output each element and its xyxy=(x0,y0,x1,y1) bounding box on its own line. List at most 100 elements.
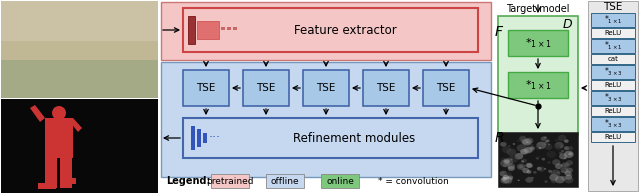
Ellipse shape xyxy=(503,141,505,143)
Bar xyxy=(508,72,568,98)
Text: offline: offline xyxy=(271,177,300,185)
Ellipse shape xyxy=(554,139,559,142)
Bar xyxy=(197,129,201,147)
Text: TSE: TSE xyxy=(376,83,396,93)
Text: ReLU: ReLU xyxy=(604,134,621,140)
Ellipse shape xyxy=(525,163,532,168)
Ellipse shape xyxy=(530,146,535,150)
Bar xyxy=(203,133,207,143)
Ellipse shape xyxy=(566,168,573,173)
Ellipse shape xyxy=(539,147,541,149)
Ellipse shape xyxy=(545,180,548,183)
Polygon shape xyxy=(70,118,82,132)
Ellipse shape xyxy=(522,158,527,163)
Text: $*_{3\times 3}$: $*_{3\times 3}$ xyxy=(604,66,623,78)
Ellipse shape xyxy=(504,178,512,184)
Ellipse shape xyxy=(541,158,545,160)
Bar xyxy=(266,174,304,188)
Ellipse shape xyxy=(508,163,515,169)
Ellipse shape xyxy=(559,152,562,154)
Ellipse shape xyxy=(525,138,534,144)
Ellipse shape xyxy=(520,136,526,141)
Bar xyxy=(211,174,249,188)
Text: $F$: $F$ xyxy=(494,25,504,39)
Ellipse shape xyxy=(547,139,550,142)
Ellipse shape xyxy=(527,170,531,174)
Bar xyxy=(591,132,635,142)
Ellipse shape xyxy=(500,142,506,147)
Text: TSE: TSE xyxy=(436,83,456,93)
Ellipse shape xyxy=(530,144,533,146)
Bar xyxy=(321,174,359,188)
Ellipse shape xyxy=(566,160,573,165)
Ellipse shape xyxy=(525,177,533,183)
Ellipse shape xyxy=(522,139,532,146)
Ellipse shape xyxy=(556,147,561,151)
Bar xyxy=(183,118,478,158)
Ellipse shape xyxy=(502,157,505,159)
Bar xyxy=(45,118,73,158)
Ellipse shape xyxy=(564,151,573,158)
Text: TSE: TSE xyxy=(316,83,336,93)
Bar xyxy=(591,65,635,79)
Ellipse shape xyxy=(568,146,573,151)
Ellipse shape xyxy=(544,168,546,170)
Ellipse shape xyxy=(524,147,532,153)
Ellipse shape xyxy=(500,160,509,167)
Bar xyxy=(191,126,195,150)
Ellipse shape xyxy=(560,166,566,171)
Ellipse shape xyxy=(557,176,562,179)
Text: Target model: Target model xyxy=(506,4,570,14)
Ellipse shape xyxy=(508,167,511,169)
Ellipse shape xyxy=(538,166,545,172)
Ellipse shape xyxy=(559,153,567,159)
Bar xyxy=(188,16,195,44)
Ellipse shape xyxy=(502,161,509,166)
Bar xyxy=(591,117,635,131)
Ellipse shape xyxy=(501,177,507,181)
Ellipse shape xyxy=(565,175,572,180)
Ellipse shape xyxy=(519,135,526,141)
Ellipse shape xyxy=(557,171,560,174)
Bar xyxy=(591,13,635,27)
Bar xyxy=(221,27,225,30)
Ellipse shape xyxy=(545,144,552,150)
Ellipse shape xyxy=(564,171,572,176)
Ellipse shape xyxy=(521,149,529,155)
Ellipse shape xyxy=(545,140,548,143)
Ellipse shape xyxy=(541,136,547,141)
Ellipse shape xyxy=(504,160,510,164)
Ellipse shape xyxy=(500,177,509,184)
Ellipse shape xyxy=(559,145,563,148)
Ellipse shape xyxy=(561,163,566,167)
Bar xyxy=(591,80,635,90)
Ellipse shape xyxy=(508,166,515,171)
Bar xyxy=(423,70,469,106)
Ellipse shape xyxy=(568,174,573,177)
Ellipse shape xyxy=(527,164,533,168)
Ellipse shape xyxy=(526,146,534,152)
Ellipse shape xyxy=(555,142,564,149)
Ellipse shape xyxy=(558,135,566,141)
Ellipse shape xyxy=(507,149,516,156)
Ellipse shape xyxy=(541,137,548,142)
Ellipse shape xyxy=(515,153,524,159)
Ellipse shape xyxy=(548,143,550,145)
Bar xyxy=(591,106,635,116)
Ellipse shape xyxy=(501,158,506,162)
Text: ReLU: ReLU xyxy=(604,30,621,36)
Text: * = convolution: * = convolution xyxy=(378,177,449,185)
Ellipse shape xyxy=(506,179,511,183)
Ellipse shape xyxy=(568,152,573,155)
Text: $D$: $D$ xyxy=(563,17,573,30)
Ellipse shape xyxy=(547,151,556,158)
Bar xyxy=(591,54,635,64)
Ellipse shape xyxy=(543,142,548,145)
Bar xyxy=(161,2,491,60)
Text: ···: ··· xyxy=(209,132,221,145)
Bar xyxy=(1,1,158,98)
Ellipse shape xyxy=(564,139,569,143)
Ellipse shape xyxy=(535,145,543,150)
Ellipse shape xyxy=(503,158,513,166)
Ellipse shape xyxy=(523,175,528,179)
